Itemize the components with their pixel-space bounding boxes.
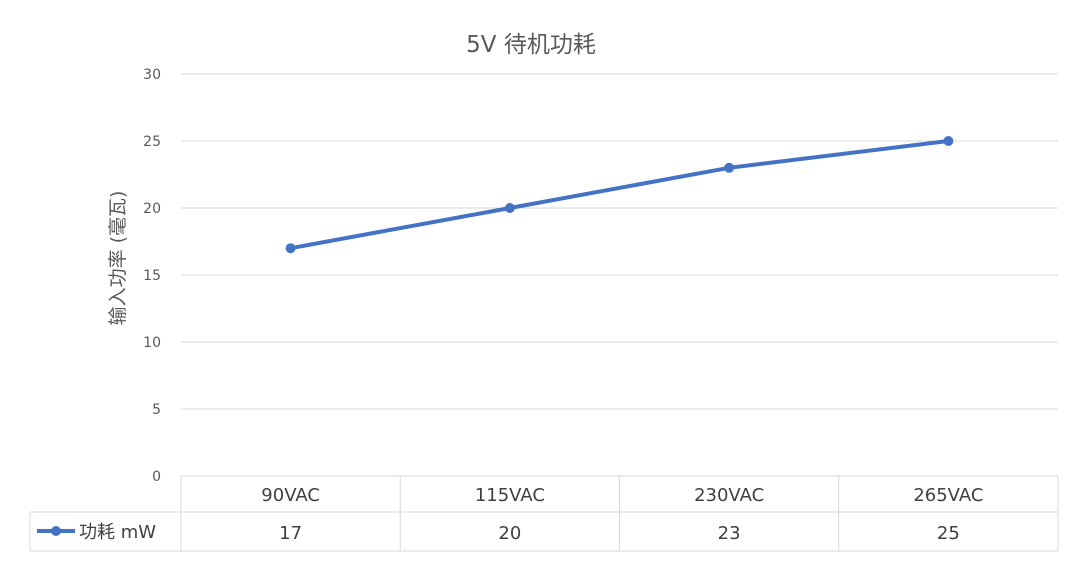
table-value-cell: 25 [937, 523, 960, 544]
gridlines [181, 73, 1058, 410]
x-category-label: 90VAC [261, 485, 320, 506]
legend-marker-key [51, 526, 61, 536]
y-tick-label: 5 [152, 402, 161, 418]
data-point [285, 243, 296, 254]
y-tick-label: 25 [143, 134, 161, 150]
x-category-label: 265VAC [913, 485, 983, 506]
y-tick-labels: 0 5 10 15 20 25 30 [143, 67, 161, 485]
x-category-label: 230VAC [694, 485, 764, 506]
chart-title: 5V 待机功耗 [466, 32, 596, 58]
table-value-cell: 23 [718, 523, 741, 544]
data-point [943, 136, 954, 146]
y-tick-label: 10 [143, 335, 161, 351]
x-category-label: 115VAC [475, 485, 545, 506]
series-layer [285, 136, 954, 254]
table-value-cell: 20 [498, 523, 521, 544]
y-tick-label: 15 [143, 268, 161, 284]
table-value-cell: 17 [279, 523, 302, 544]
data-table: 90VAC 115VAC 230VAC 265VAC 功耗 mW 17 20 23 25 [29, 475, 1059, 552]
y-tick-label: 0 [152, 469, 161, 485]
y-axis-label: 输入功率 (毫瓦) [107, 191, 129, 326]
legend-series-name: 功耗 mW [79, 522, 156, 543]
data-point [504, 203, 515, 213]
y-tick-label: 30 [143, 67, 161, 83]
data-point [724, 162, 735, 173]
y-tick-label: 20 [143, 201, 161, 217]
series-line [288, 139, 951, 251]
